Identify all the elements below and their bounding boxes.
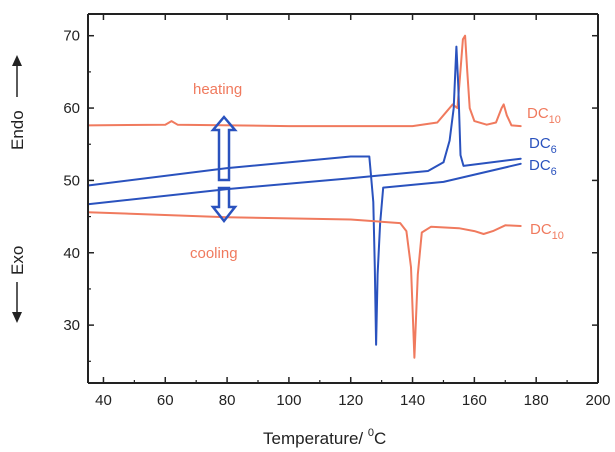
annotation-heating: heating <box>193 81 242 98</box>
series-line-dc6-cooling <box>87 155 522 346</box>
x-tick-label: 80 <box>219 392 236 409</box>
x-tick-label: 40 <box>95 392 112 409</box>
x-tick-label: 200 <box>585 392 610 409</box>
series-label-dc6-cooling: DC6 <box>529 157 557 178</box>
y-label-exo: Exo <box>8 246 27 275</box>
y-tick-label: 50 <box>63 172 80 189</box>
y-tick-label: 70 <box>63 28 80 45</box>
arrow-down-head <box>210 186 238 224</box>
y-label-endo: Endo <box>8 110 27 150</box>
series-label-dc10-cooling: DC10 <box>530 221 564 242</box>
x-tick-label: 180 <box>524 392 549 409</box>
x-tick-label: 140 <box>400 392 425 409</box>
x-tick-label: 60 <box>157 392 174 409</box>
series-line-dc10-cooling <box>87 211 522 359</box>
series-label-dc6-heating: DC6 <box>529 135 557 156</box>
arrow-up-head <box>210 115 238 182</box>
x-tick-label: 120 <box>338 392 363 409</box>
y-tick-label: 60 <box>63 100 80 117</box>
series-line-dc6-heating <box>87 45 522 206</box>
exo-arrowhead <box>12 312 22 323</box>
series-lines <box>87 34 522 359</box>
y-axis-title-exo: Exo <box>8 246 27 323</box>
series-label-dc10-heating: DC10 <box>527 105 561 126</box>
y-axis-title-endo: Endo <box>8 55 27 150</box>
endo-arrowhead <box>12 55 22 66</box>
x-axis-title: Temperature/ 0C <box>263 427 386 448</box>
x-tick-label: 160 <box>462 392 487 409</box>
heating-cooling-arrow <box>210 115 238 224</box>
series-line-dc10-heating <box>87 34 522 128</box>
y-tick-label: 40 <box>63 245 80 262</box>
annotation-cooling: cooling <box>190 245 238 262</box>
y-tick-label: 30 <box>63 317 80 334</box>
ticks: 40 60 80 100 120 140 160 180 200 30 40 50 60 70 <box>63 14 611 409</box>
axes <box>87 13 599 384</box>
x-tick-label: 100 <box>276 392 301 409</box>
